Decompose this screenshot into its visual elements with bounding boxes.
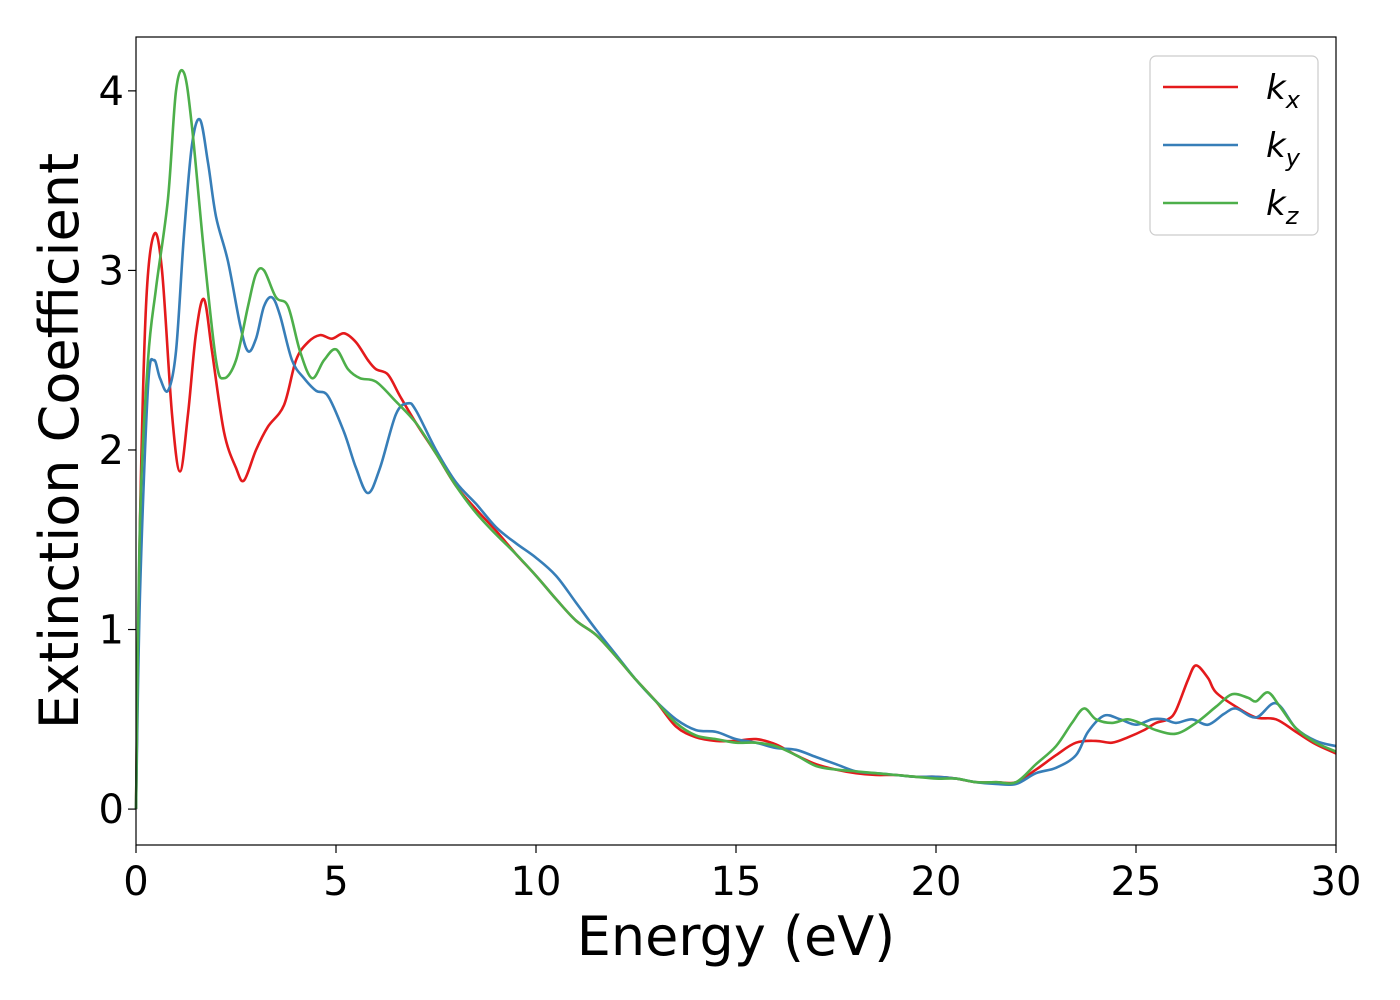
x-tick-label: 25 [1111, 859, 1162, 905]
x-axis: 0 5 10 15 20 25 30 [123, 845, 1361, 905]
x-tick-label: 20 [911, 859, 962, 905]
y-tick-label: 3 [99, 248, 124, 294]
x-tick-label: 0 [123, 859, 148, 905]
y-tick-label: 0 [99, 787, 124, 833]
legend: kx ky kz [1149, 55, 1319, 236]
x-tick-label: 30 [1311, 859, 1362, 905]
series-lines [134, 68, 1337, 810]
x-tick-label: 15 [711, 859, 762, 905]
y-tick-label: 4 [99, 69, 124, 115]
x-tick-label: 10 [511, 859, 562, 905]
x-axis-label: Energy (eV) [577, 905, 896, 968]
x-tick-label: 5 [323, 859, 348, 905]
y-tick-label: 1 [99, 608, 124, 654]
legend-label: kz [1266, 184, 1300, 230]
y-tick-label: 2 [99, 428, 124, 474]
series-line-k-x [134, 231, 1337, 810]
series-line-k-y [134, 117, 1337, 810]
series-line-k-z [134, 68, 1337, 810]
legend-label: kx [1266, 68, 1301, 114]
y-axis-label: Extinction Coefficient [28, 153, 91, 729]
legend-label: ky [1266, 126, 1301, 172]
y-axis: 0 1 2 3 4 [99, 69, 136, 833]
